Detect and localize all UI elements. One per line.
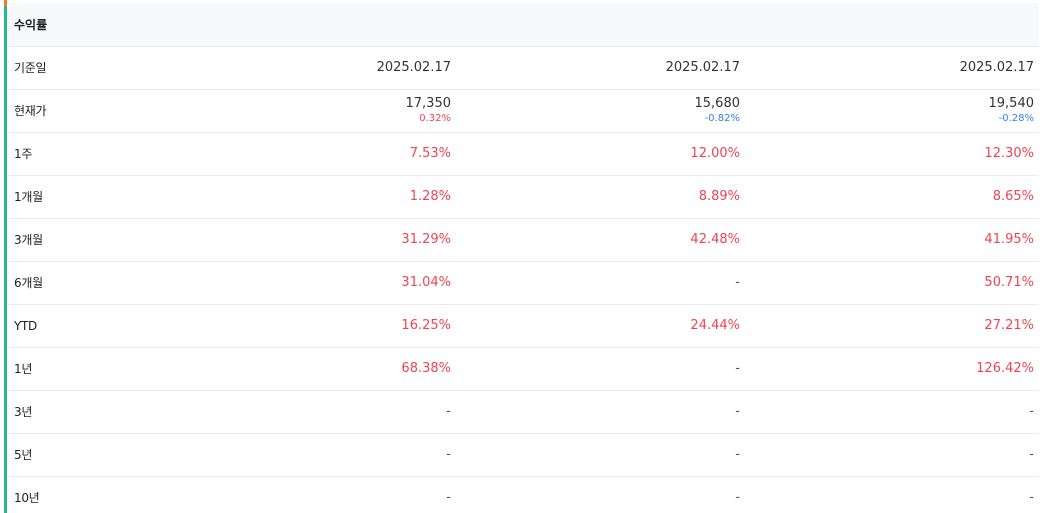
return-value: 42.48% — [456, 218, 745, 262]
return-value: - — [745, 390, 1039, 434]
section-title: 수익률 — [7, 3, 1039, 47]
row-label: 현재가 — [7, 89, 167, 133]
return-value: - — [456, 261, 745, 305]
return-value: 16.25% — [167, 304, 456, 348]
return-value: 12.30% — [745, 132, 1039, 176]
price-cell: 17,350 0.32% — [167, 89, 456, 133]
return-value: - — [745, 476, 1039, 513]
left-accent-bar — [4, 0, 7, 513]
row-ytd: YTD 16.25% 24.44% 27.21% — [7, 304, 1039, 348]
row-base-date: 기준일 2025.02.17 2025.02.17 2025.02.17 — [7, 46, 1039, 90]
return-value: 27.21% — [745, 304, 1039, 348]
row-label: 5년 — [7, 433, 167, 477]
row-label: 6개월 — [7, 261, 167, 305]
row-10-year: 10년 - - - — [7, 476, 1039, 513]
return-value: 31.29% — [167, 218, 456, 262]
return-value: 68.38% — [167, 347, 456, 391]
row-label: 3개월 — [7, 218, 167, 262]
current-price: 15,680 — [694, 96, 741, 111]
return-value: 8.65% — [745, 175, 1039, 219]
return-value: - — [167, 476, 456, 513]
return-value: 1.28% — [167, 175, 456, 219]
price-change: 0.32% — [419, 113, 451, 124]
base-date-value: 2025.02.17 — [745, 46, 1039, 90]
current-price: 19,540 — [988, 96, 1035, 111]
row-label: 기준일 — [7, 46, 167, 90]
row-1-week: 1주 7.53% 12.00% 12.30% — [7, 132, 1039, 176]
return-value: 24.44% — [456, 304, 745, 348]
return-value: - — [167, 390, 456, 434]
base-date-value: 2025.02.17 — [456, 46, 745, 90]
return-value: 50.71% — [745, 261, 1039, 305]
row-current-price: 현재가 17,350 0.32% 15,680 -0.82% 19,540 -0… — [7, 89, 1039, 133]
price-cell: 19,540 -0.28% — [745, 89, 1039, 133]
row-label: 3년 — [7, 390, 167, 434]
row-1-year: 1년 68.38% - 126.42% — [7, 347, 1039, 391]
row-label: 1개월 — [7, 175, 167, 219]
row-1-month: 1개월 1.28% 8.89% 8.65% — [7, 175, 1039, 219]
return-value: - — [456, 347, 745, 391]
return-value: - — [167, 433, 456, 477]
return-value: 126.42% — [745, 347, 1039, 391]
row-3-month: 3개월 31.29% 42.48% 41.95% — [7, 218, 1039, 262]
accent-top-marker — [4, 0, 7, 6]
current-price: 17,350 — [405, 96, 452, 111]
row-3-year: 3년 - - - — [7, 390, 1039, 434]
returns-table: 수익률 기준일 2025.02.17 2025.02.17 2025.02.17… — [7, 3, 1039, 513]
return-value: - — [456, 433, 745, 477]
return-value: - — [456, 476, 745, 513]
return-value: 7.53% — [167, 132, 456, 176]
price-cell: 15,680 -0.82% — [456, 89, 745, 133]
row-label: 1년 — [7, 347, 167, 391]
section-header-row: 수익률 — [7, 3, 1039, 47]
return-value: 41.95% — [745, 218, 1039, 262]
row-6-month: 6개월 31.04% - 50.71% — [7, 261, 1039, 305]
return-value: - — [745, 433, 1039, 477]
row-label: YTD — [7, 304, 167, 348]
return-value: - — [456, 390, 745, 434]
row-label: 1주 — [7, 132, 167, 176]
row-5-year: 5년 - - - — [7, 433, 1039, 477]
price-change: -0.28% — [998, 113, 1034, 124]
return-value: 31.04% — [167, 261, 456, 305]
row-label: 10년 — [7, 476, 167, 513]
base-date-value: 2025.02.17 — [167, 46, 456, 90]
return-value: 12.00% — [456, 132, 745, 176]
return-value: 8.89% — [456, 175, 745, 219]
price-change: -0.82% — [704, 113, 740, 124]
